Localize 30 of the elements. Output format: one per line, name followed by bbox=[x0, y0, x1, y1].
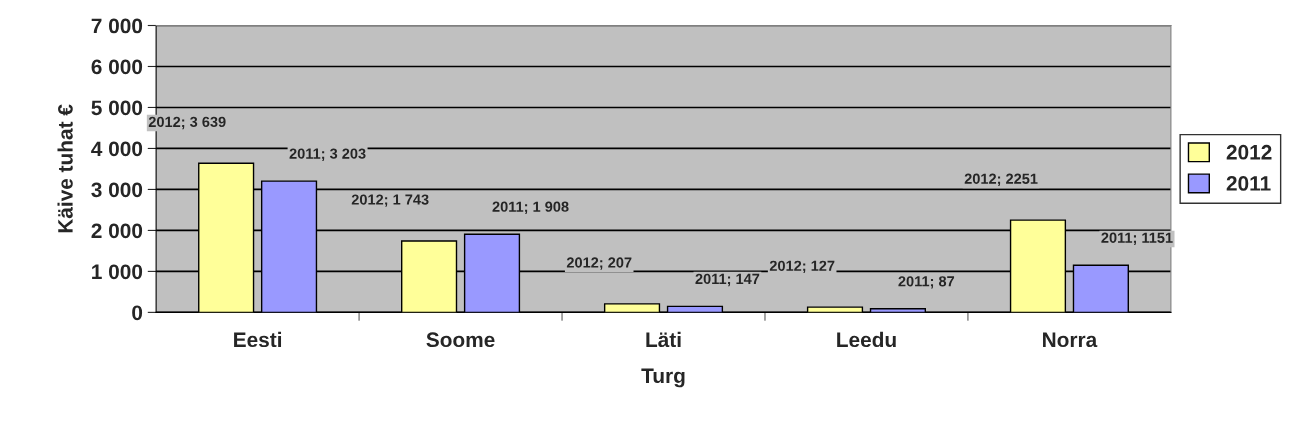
bar bbox=[869, 308, 927, 313]
x-tick-label: Läti bbox=[646, 331, 681, 348]
x-tick-label: Norra bbox=[1043, 332, 1098, 348]
data-label: 2011; 1 908 bbox=[492, 201, 569, 214]
x-tick-label: Leedu bbox=[837, 331, 896, 348]
legend-label: 2011 bbox=[1226, 176, 1271, 191]
x-axis-title: Turg bbox=[641, 368, 685, 388]
data-label: 2011; 1151 bbox=[1101, 232, 1173, 245]
y-tick-label: 2 000 bbox=[91, 223, 143, 239]
data-label: 2011; 3 203 bbox=[289, 148, 366, 161]
x-tick-label: Soome bbox=[426, 332, 495, 348]
data-label: 2012; 1 743 bbox=[351, 194, 429, 207]
data-label: 2012; 3 639 bbox=[148, 116, 226, 130]
x-tick-label: Eesti bbox=[234, 331, 282, 348]
bar bbox=[603, 303, 661, 313]
y-tick-label: 4 000 bbox=[91, 141, 143, 157]
data-label: 2012; 2251 bbox=[964, 173, 1038, 187]
data-label: 2012; 127 bbox=[769, 260, 835, 274]
bar bbox=[806, 306, 864, 313]
y-tick-label: 5 000 bbox=[91, 100, 143, 116]
y-tick-label: 1 000 bbox=[92, 264, 143, 280]
legend-label: 2012 bbox=[1226, 144, 1272, 160]
y-tick-label: 3 000 bbox=[91, 182, 143, 198]
data-label: 2011; 147 bbox=[695, 273, 760, 287]
y-tick-label: 6 000 bbox=[91, 59, 143, 75]
y-tick-label: 7 000 bbox=[91, 18, 143, 34]
y-tick-label: 0 bbox=[132, 305, 143, 321]
y-axis-title: Käive tuhat € bbox=[57, 104, 73, 233]
data-label: 2012; 207 bbox=[566, 257, 632, 270]
data-label: 2011; 87 bbox=[898, 276, 955, 289]
